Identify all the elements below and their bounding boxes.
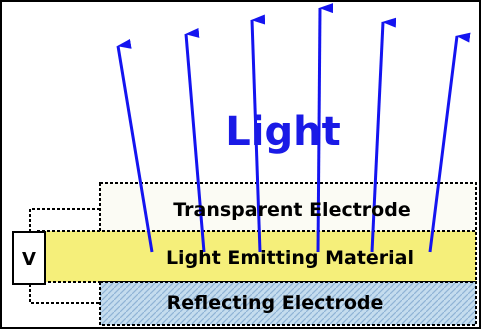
reflecting-electrode-layer: [99, 281, 477, 326]
light-arrow-4: [316, 3, 334, 253]
light-arrow-3: [250, 14, 266, 253]
circuit-wire-top: [29, 208, 100, 232]
light-emitting-layer: [36, 230, 477, 283]
light-label: Light: [225, 109, 340, 155]
light-arrow-6: [428, 32, 471, 253]
voltage-source-box: [12, 231, 46, 285]
light-arrow-2: [184, 27, 206, 253]
reflecting-electrode-label: Reflecting Electrode: [167, 292, 384, 314]
light-arrow-5: [370, 17, 397, 253]
circuit-wire-bottom: [29, 284, 100, 304]
light-arrows: [116, 3, 471, 253]
light-emitting-label: Light Emitting Material: [166, 247, 414, 269]
transparent-electrode-layer: [99, 182, 477, 232]
transparent-electrode-label: Transparent Electrode: [173, 199, 410, 221]
voltage-label: V: [22, 249, 36, 270]
light-arrow-1: [116, 38, 154, 253]
